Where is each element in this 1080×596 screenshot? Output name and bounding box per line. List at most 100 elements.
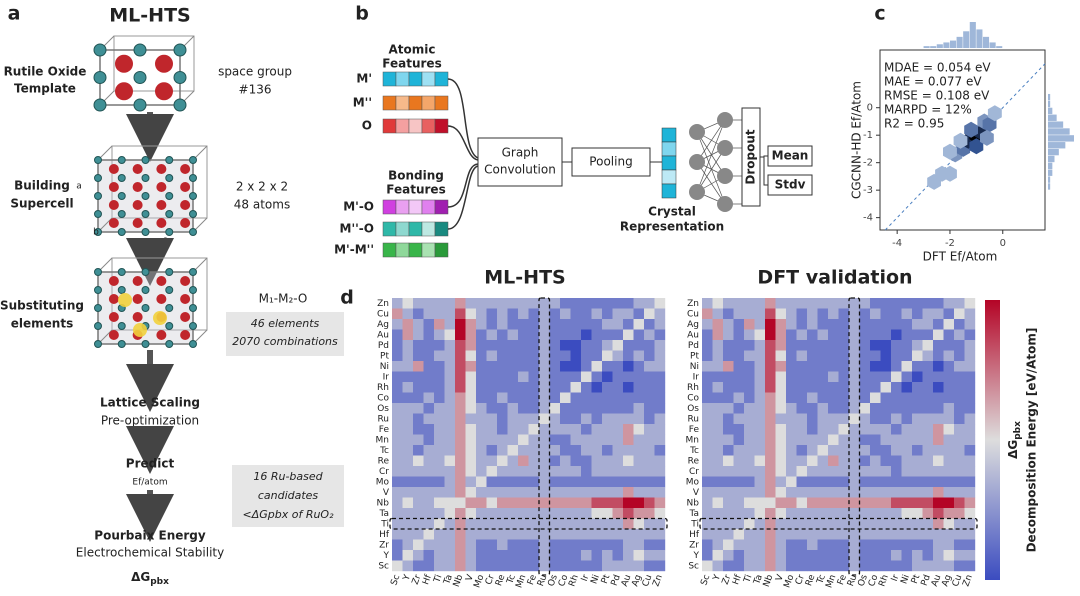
heat-cell <box>434 350 445 362</box>
heat-cell <box>644 497 655 509</box>
heat-cell <box>465 371 477 383</box>
heat-cell <box>817 308 829 320</box>
heat-cell <box>712 298 724 309</box>
label: Ta <box>752 573 765 586</box>
heat-cell <box>476 455 487 467</box>
feature-cell <box>408 221 423 237</box>
heat-cell <box>786 487 797 498</box>
label: Sc <box>688 561 699 571</box>
heat-cell <box>455 508 466 519</box>
heat-cell <box>754 371 766 383</box>
heat-cell <box>623 382 634 393</box>
heat-cell <box>702 308 713 320</box>
heat-cell <box>964 434 976 446</box>
heat-cell <box>402 319 414 330</box>
heat-cell <box>434 476 445 488</box>
heat-cell <box>807 529 818 540</box>
heat-cell <box>807 476 818 488</box>
heat-cell <box>423 518 435 530</box>
heat-cell <box>765 340 776 351</box>
heat-cell <box>786 329 797 341</box>
heat-cell <box>786 382 797 393</box>
oxygen <box>180 294 191 304</box>
heat-cell <box>623 508 634 519</box>
heat-cell <box>912 319 923 330</box>
heat-cell <box>912 518 923 530</box>
label: Au <box>377 330 389 340</box>
heat-cell <box>476 560 487 572</box>
heat-cell <box>723 445 734 456</box>
heat-cell <box>849 319 860 330</box>
heat-cell <box>754 350 766 362</box>
label: Ni <box>899 573 912 585</box>
heat-cell <box>612 319 624 330</box>
heat-cell <box>528 403 540 414</box>
heat-cell <box>507 487 519 498</box>
heat-cell <box>591 529 603 540</box>
label: Ta <box>378 509 389 519</box>
heat-cell <box>591 497 603 509</box>
heat-cell <box>413 319 424 330</box>
highlight-col <box>538 297 551 576</box>
heat-cell <box>444 403 456 414</box>
heat-cell <box>549 361 561 372</box>
heat-cell <box>633 361 645 372</box>
label: Cr <box>379 467 389 477</box>
heat-cell <box>817 539 829 551</box>
heat-cell <box>859 508 871 519</box>
heat-cell <box>786 550 797 561</box>
heat-cell <box>838 361 850 372</box>
hexbin <box>943 165 957 182</box>
heat-cell <box>392 508 403 519</box>
heat-cell <box>633 508 645 519</box>
heat-cell <box>392 392 403 404</box>
nn-edge <box>696 119 726 193</box>
heat-cell <box>476 529 487 540</box>
atom <box>141 174 150 182</box>
heat-cell <box>402 382 414 393</box>
heat-cell <box>423 434 435 446</box>
heat-cell <box>497 329 508 341</box>
heat-cell <box>901 518 913 530</box>
heat-cell <box>796 371 808 383</box>
heat-cell <box>859 392 871 404</box>
heat-cell <box>765 329 776 341</box>
heat-cell <box>633 466 645 477</box>
heat-cell <box>817 424 829 435</box>
heat-cell <box>922 466 934 477</box>
heat-cell <box>849 382 860 393</box>
heat-cell <box>817 508 829 519</box>
heat-cell <box>954 487 965 498</box>
heat-cell <box>549 298 561 309</box>
heat-cell <box>754 508 766 519</box>
heat-cell <box>528 413 540 425</box>
label: Mo <box>686 477 700 487</box>
heat-cell <box>880 560 892 572</box>
heat-cell <box>413 560 424 572</box>
heat-cell <box>602 361 613 372</box>
heat-cell <box>633 445 645 456</box>
heat-cell <box>796 455 808 467</box>
feature-cell <box>434 221 449 237</box>
heat-cell <box>828 434 839 446</box>
heat-cell <box>901 508 913 519</box>
heat-cell <box>870 392 881 404</box>
heat-cell <box>912 371 923 383</box>
heat-cell <box>702 413 713 425</box>
heat-cell <box>497 298 508 309</box>
heat-cell <box>933 329 944 341</box>
heat-cell <box>602 550 613 561</box>
heat-cell <box>807 329 818 341</box>
heat-cell <box>786 508 797 519</box>
heat-cell <box>602 466 613 477</box>
feature-cell <box>395 221 410 237</box>
heat-cell <box>518 466 529 477</box>
heat-cell <box>486 466 498 477</box>
heat-cell <box>954 319 965 330</box>
heat-cell <box>560 403 571 414</box>
heat-cell <box>581 298 592 309</box>
feature-cell <box>421 199 436 215</box>
heat-cell <box>723 497 734 509</box>
heat-cell <box>838 550 850 561</box>
heat-cell <box>654 539 666 551</box>
